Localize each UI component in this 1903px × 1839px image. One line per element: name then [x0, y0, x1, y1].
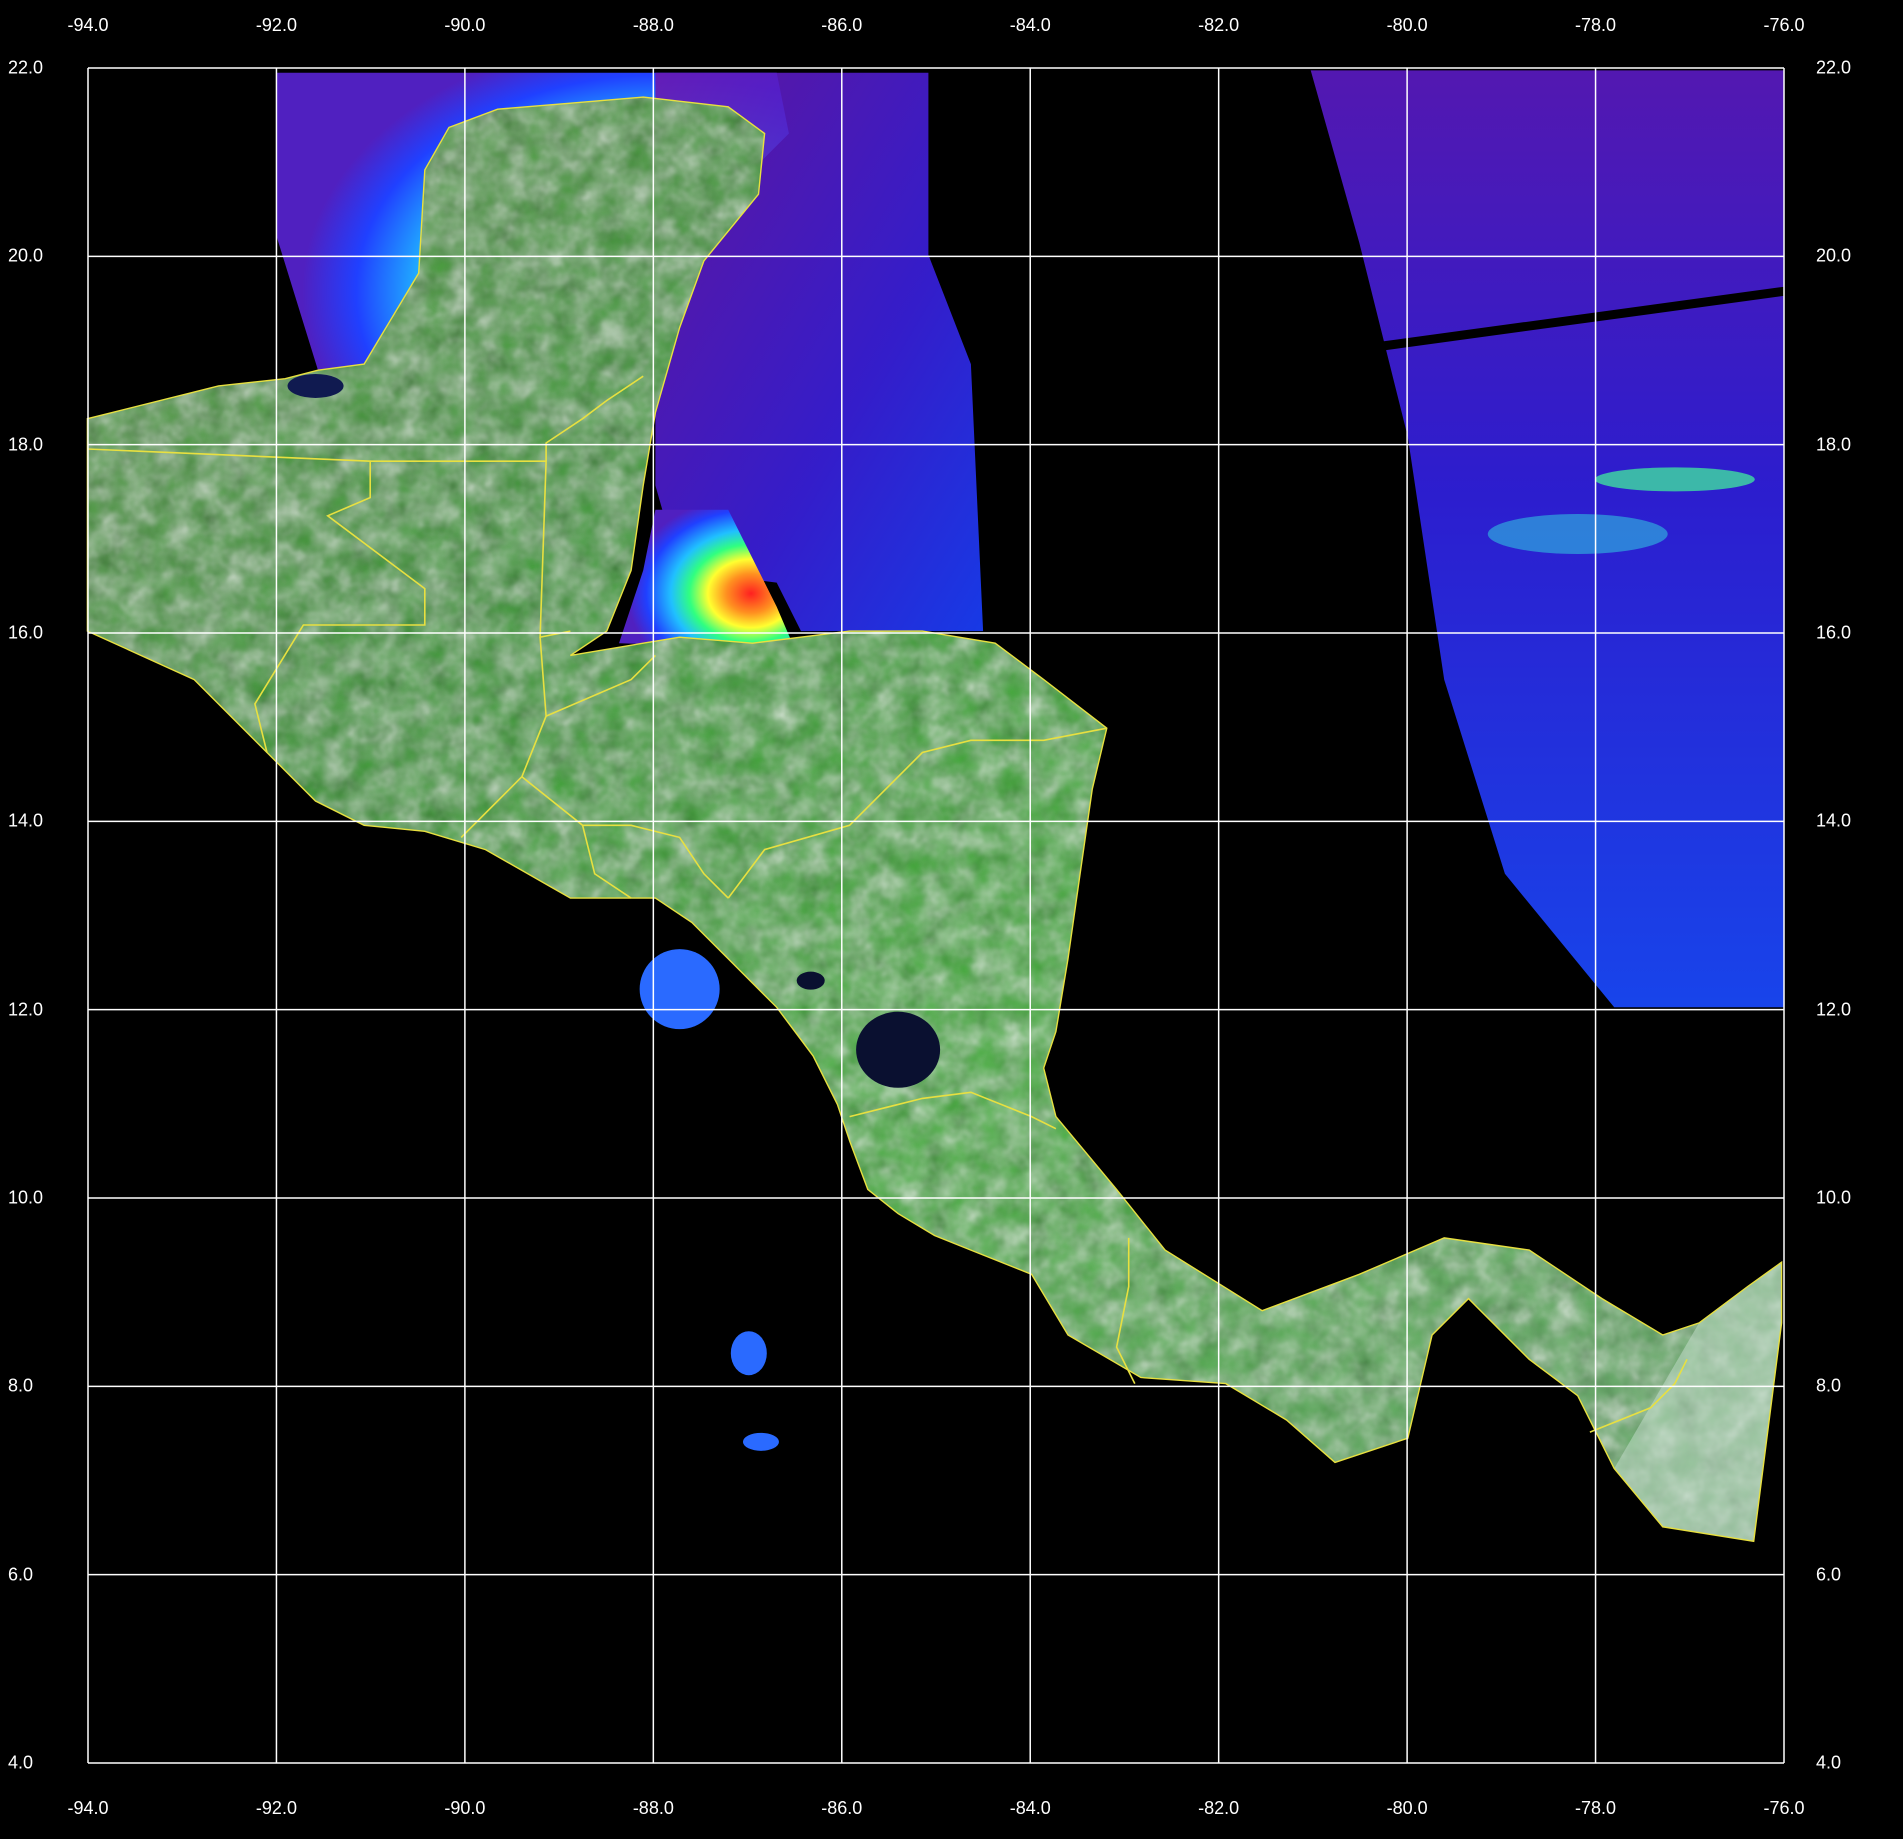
y-tick-label-left: 14.0	[8, 810, 44, 831]
y-tick-label-left: 10.0	[8, 1187, 44, 1208]
y-tick-label-left: 16.0	[8, 622, 44, 643]
pacific-ocean-patch	[730, 1331, 767, 1376]
y-tick-label-left: 12.0	[8, 999, 44, 1020]
x-tick-label-bottom: -84.0	[1009, 1798, 1051, 1818]
y-tick-label-left: 18.0	[8, 434, 44, 455]
x-tick-label-bottom: -80.0	[1386, 1798, 1428, 1818]
cloud-cover-darien	[1614, 1262, 1782, 1542]
y-tick-label-right: 22.0	[1816, 57, 1852, 78]
y-tick-label-right: 10.0	[1816, 1187, 1852, 1208]
border-line	[849, 1091, 1057, 1130]
lake-managua	[796, 971, 825, 990]
y-tick-label-right: 20.0	[1816, 245, 1852, 266]
x-tick-label-top: -86.0	[821, 15, 863, 35]
border-line	[727, 727, 1107, 899]
x-tick-label-top: -82.0	[1198, 15, 1240, 35]
y-tick-label-right: 14.0	[1816, 810, 1852, 831]
x-tick-label-bottom: -86.0	[821, 1798, 863, 1818]
gulf-of-honduras-color-patch	[619, 509, 795, 650]
border-line	[521, 776, 729, 899]
ocean-color-streak	[1594, 467, 1755, 492]
x-tick-label-top: -80.0	[1386, 15, 1428, 35]
x-tick-label-bottom: -88.0	[632, 1798, 674, 1818]
lake-nicaragua	[856, 1011, 941, 1088]
x-tick-label-bottom: -82.0	[1198, 1798, 1240, 1818]
ocean-color-streak	[1487, 514, 1668, 555]
laguna-de-terminos	[287, 373, 344, 398]
border-line	[581, 825, 632, 899]
x-tick-label-top: -90.0	[444, 15, 486, 35]
x-tick-label-top: -92.0	[255, 15, 297, 35]
x-tick-label-top: -88.0	[632, 15, 674, 35]
y-tick-label-right: 18.0	[1816, 434, 1852, 455]
y-tick-label-left: 4.0	[8, 1752, 34, 1773]
x-tick-label-top: -84.0	[1009, 15, 1051, 35]
graticule	[87, 67, 1785, 1764]
border-line	[370, 460, 571, 639]
x-tick-label-bottom: -94.0	[67, 1798, 109, 1818]
border-line	[545, 375, 644, 462]
y-tick-label-left: 8.0	[8, 1375, 34, 1396]
border-line	[1115, 1237, 1136, 1384]
central-america-landmass	[87, 97, 1782, 1542]
y-tick-label-right: 12.0	[1816, 999, 1852, 1020]
x-tick-label-top: -94.0	[67, 15, 109, 35]
pacific-ocean-patch	[639, 949, 720, 1030]
border-line	[545, 654, 656, 717]
coastline	[86, 96, 1783, 1543]
y-tick-label-right: 4.0	[1816, 1752, 1842, 1773]
y-tick-label-left: 6.0	[8, 1564, 34, 1585]
x-tick-label-bottom: -76.0	[1763, 1798, 1805, 1818]
x-tick-label-top: -78.0	[1575, 15, 1617, 35]
x-tick-label-bottom: -78.0	[1575, 1798, 1617, 1818]
y-tick-label-left: 22.0	[8, 57, 44, 78]
border-line	[87, 448, 426, 753]
pacific-ocean-patch	[742, 1432, 779, 1451]
x-tick-label-top: -76.0	[1763, 15, 1805, 35]
y-tick-label-right: 16.0	[1816, 622, 1852, 643]
y-tick-label-right: 6.0	[1816, 1564, 1842, 1585]
x-tick-label-bottom: -92.0	[255, 1798, 297, 1818]
y-tick-label-left: 20.0	[8, 245, 44, 266]
swath-gap-line	[1382, 286, 1785, 351]
y-tick-label-right: 8.0	[1816, 1375, 1842, 1396]
country-borders	[86, 96, 1783, 1543]
land-layer	[87, 97, 1782, 1542]
border-line	[1589, 1358, 1688, 1433]
x-tick-label-bottom: -90.0	[444, 1798, 486, 1818]
